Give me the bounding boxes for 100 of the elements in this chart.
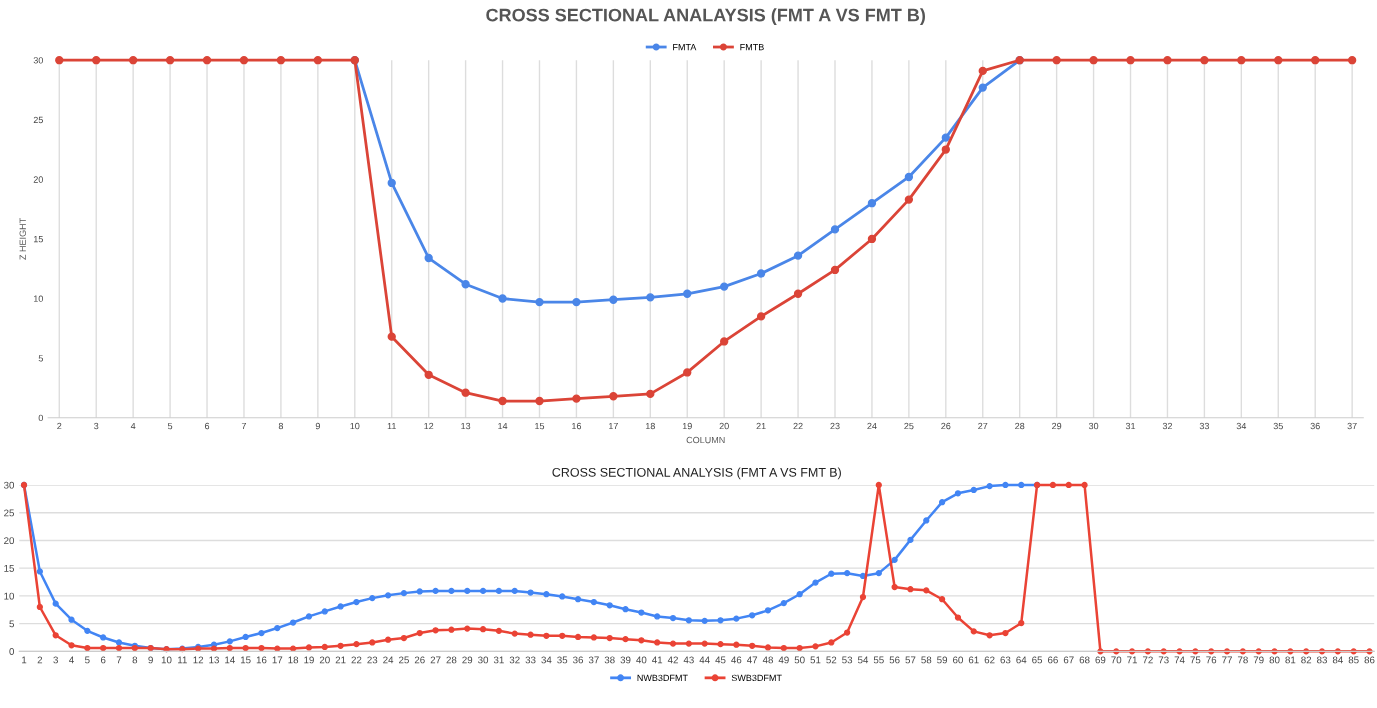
x-tick-label: 59 [937,656,948,664]
x-tick-label: 37 [588,656,599,664]
x-tick-label: 36 [1310,422,1320,430]
point [1163,56,1172,65]
point [793,251,803,260]
point [793,289,803,298]
point [867,199,877,208]
legend-label: FMTB [740,43,764,51]
y-tick-label: 0 [9,648,15,655]
x-tick-label: 1 [22,656,27,664]
x-tick-label: 42 [667,656,678,664]
x-tick-label: 12 [193,656,204,664]
point [128,56,138,65]
x-tick-label: 36 [573,656,584,664]
x-tick-label: 5 [85,656,90,664]
y-tick-label: 25 [4,509,15,517]
x-tick-label: 35 [557,656,568,664]
x-tick-label: 2 [37,656,43,664]
x-tick-label: 34 [541,656,552,664]
x-tick-label: 9 [315,422,320,430]
x-tick-label: 39 [620,656,631,664]
point [498,294,507,303]
point [1200,56,1209,65]
x-tick-label: 44 [699,656,710,664]
chart-title: CROSS SECTIONAL ANALAYSIS (FMT A VS FMT B) [486,8,925,26]
point [1126,56,1135,65]
point [720,337,729,346]
x-tick-label: 58 [921,656,932,664]
point [646,293,655,302]
x-tick-label: 79 [1253,656,1264,664]
point [276,56,286,65]
y-tick-label: 25 [33,116,43,124]
x-tick-label: 41 [652,656,663,664]
x-tick-label: 25 [399,656,409,664]
x-tick-label: 4 [130,422,136,430]
x-tick-label: 69 [1095,656,1106,664]
y-tick-label: 15 [4,565,15,572]
point [572,394,581,403]
x-tick-label: 19 [304,656,314,664]
x-axis-title: COLUMN [686,436,725,444]
x-tick-label: 17 [609,422,618,430]
x-tick-label: 21 [335,656,346,664]
x-tick-label: 64 [1016,656,1027,664]
point [202,56,212,65]
x-tick-label: 22 [351,656,362,664]
x-tick-label: 14 [498,422,508,430]
x-tick-label: 23 [830,422,840,430]
x-tick-label: 51 [810,656,821,664]
point [572,297,581,307]
point [424,253,433,263]
legend-label: FMTA [673,43,697,51]
x-tick-label: 31 [1125,422,1136,430]
x-tick-label: 6 [204,422,210,430]
x-tick-label: 15 [535,422,545,430]
y-tick-label: 15 [33,236,43,243]
y-axis-title: Z HEIGHT [19,218,26,260]
point [1052,56,1061,65]
legend-label: NWB3DFMT [637,674,688,682]
y-tick-label: 30 [3,481,15,489]
x-tick-label: 24 [867,422,877,430]
x-tick-label: 20 [719,422,729,430]
x-tick-label: 40 [636,656,647,664]
point [55,56,64,65]
x-tick-label: 23 [367,656,378,664]
x-tick-label: 29 [462,656,473,664]
x-tick-label: 67 [1063,656,1074,664]
point [609,392,618,401]
x-tick-label: 6 [100,656,106,664]
point [461,280,470,289]
x-tick-label: 19 [682,422,692,430]
x-tick-label: 3 [94,422,99,430]
x-tick-label: 15 [240,656,251,664]
x-tick-label: 11 [178,656,187,664]
x-tick-label: 72 [1142,656,1153,664]
x-tick-label: 27 [978,422,988,430]
x-tick-label: 68 [1079,656,1090,664]
x-tick-label: 7 [116,656,122,664]
x-tick-label: 71 [1127,656,1137,664]
x-tick-label: 18 [288,656,299,664]
point [1089,56,1098,65]
x-tick-label: 28 [1015,422,1025,430]
x-tick-label: 21 [756,422,766,430]
x-tick-label: 62 [984,656,995,664]
x-tick-label: 5 [167,422,173,430]
x-tick-label: 33 [525,656,536,664]
y-tick-label: 20 [33,176,43,183]
y-tick-label: 10 [4,592,15,600]
point [683,289,692,298]
y-tick-label: 10 [33,295,43,302]
x-tick-label: 3 [53,656,58,664]
x-tick-label: 66 [1048,656,1058,664]
x-tick-label: 55 [873,656,884,664]
point [978,66,987,76]
x-tick-label: 30 [478,656,489,664]
chart-title: CROSS SECTIONAL ANALYSIS (FMT A VS FMT B) [552,467,841,480]
x-tick-label: 65 [1032,656,1043,664]
x-tick-label: 38 [604,656,615,664]
x-tick-label: 73 [1158,656,1169,664]
x-tick-label: 4 [69,656,74,664]
x-tick-label: 27 [430,656,441,664]
